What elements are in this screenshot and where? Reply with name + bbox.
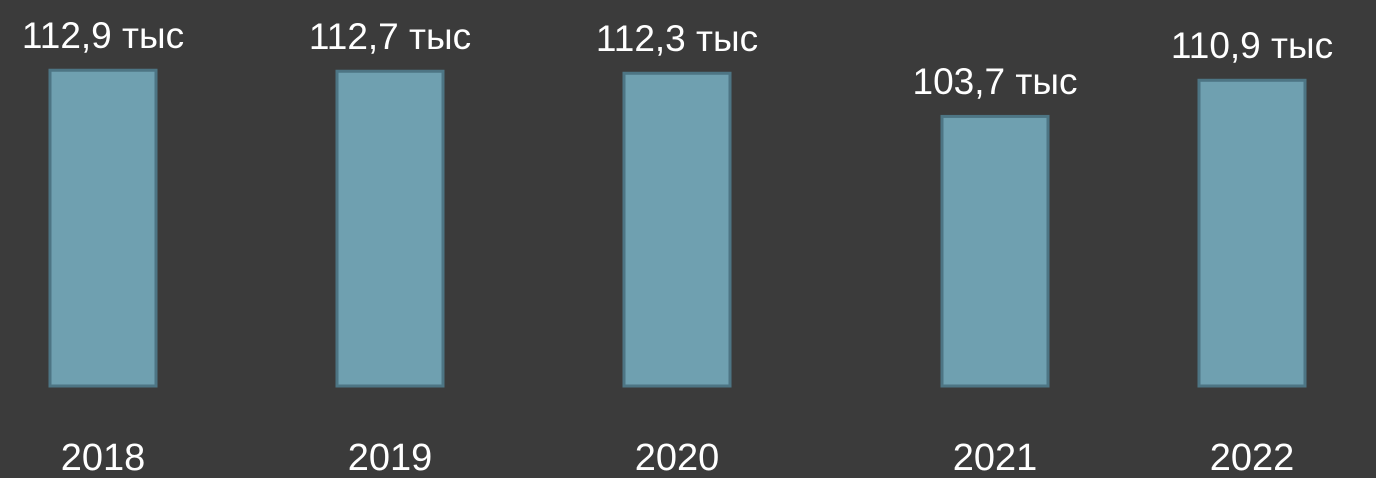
bar	[1197, 78, 1307, 388]
bar	[940, 114, 1050, 388]
x-tick-label: 2019	[348, 437, 433, 478]
value-label: 103,7 тыс	[913, 61, 1078, 102]
value-label: 112,9 тыс	[22, 15, 184, 56]
value-label: 110,9 тыс	[1171, 25, 1333, 66]
x-tick-label: 2022	[1210, 437, 1295, 478]
x-tick-label: 2021	[953, 437, 1038, 478]
x-tick-label: 2018	[61, 437, 146, 478]
x-tick-label: 2020	[635, 437, 720, 478]
value-label: 112,3 тыс	[596, 18, 758, 59]
bar	[335, 69, 445, 388]
bar	[48, 68, 158, 388]
bar	[622, 71, 732, 388]
value-label: 112,7 тыс	[309, 16, 471, 57]
